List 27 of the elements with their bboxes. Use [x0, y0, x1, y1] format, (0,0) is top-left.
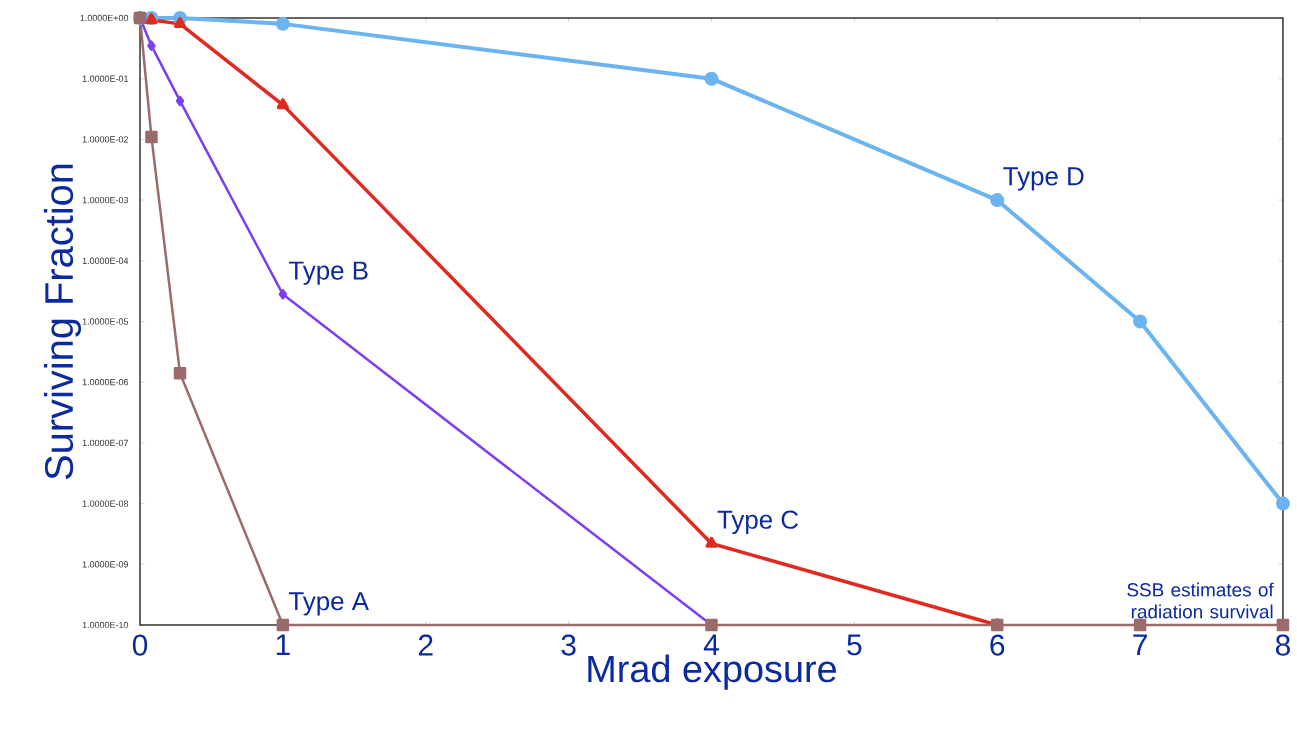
annotation: SSB estimates of radiation survival: [1127, 582, 1274, 619]
annotation: Type B: [288, 261, 368, 285]
annotation: Type C: [717, 510, 799, 534]
y-axis-title: Surviving Fraction: [43, 164, 82, 480]
y-tick-label: 1.0000E-06: [82, 379, 129, 386]
y-tick-label: 1.0000E-02: [82, 136, 129, 143]
y-tick-label: 1.0000E-04: [82, 257, 129, 264]
x-tick-label: 2: [418, 634, 433, 656]
x-tick-label: 6: [990, 634, 1005, 656]
x-tick-label: 0: [132, 634, 148, 656]
x-tick-label: 4: [703, 634, 719, 656]
x-tick-label: 8: [1275, 634, 1290, 656]
y-tick-label: 1.0000E-07: [82, 439, 129, 447]
y-tick-label: 1.0000E-08: [82, 500, 129, 507]
y-tick-label: 1.0000E+00: [80, 14, 129, 22]
x-tick-label: 7: [1133, 634, 1147, 656]
y-tick-label: 1.0000E-05: [82, 318, 129, 325]
x-tick-label: 1: [276, 634, 290, 656]
y-tick-label: 1.0000E-09: [82, 561, 129, 568]
y-tick-label: 1.0000E-01: [82, 75, 129, 82]
annotation: Type A: [288, 592, 369, 616]
y-tick-label: 1.0000E-10: [82, 621, 129, 629]
x-tick-label: 5: [847, 634, 862, 656]
x-tick-label: 3: [561, 634, 576, 656]
annotation: Type D: [1003, 167, 1084, 191]
x-axis-title: Mrad exposure: [588, 654, 836, 690]
y-tick-label: 1.0000E-03: [82, 196, 129, 204]
